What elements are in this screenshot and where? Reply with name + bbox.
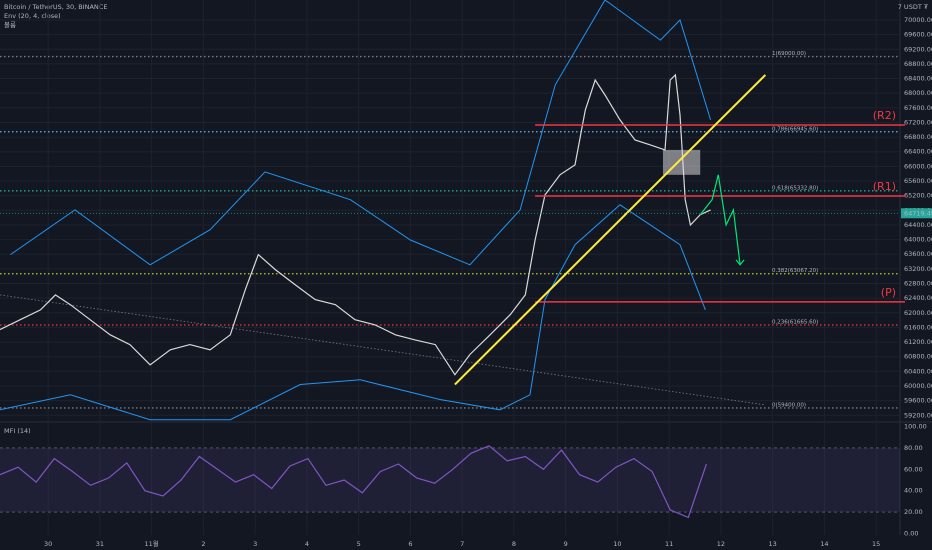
y-tick-label: 60400.00 — [904, 367, 932, 375]
fib-label: 0.382(63067.20) — [772, 268, 818, 274]
mfi-tick-label: 40.00 — [904, 487, 923, 495]
projection-arrow — [735, 259, 745, 266]
x-tick-label: 13 — [769, 540, 777, 548]
x-tick-label: 14 — [820, 540, 828, 548]
y-tick-label: 67200.00 — [904, 118, 932, 126]
y-tick-label: 69200.00 — [904, 45, 932, 53]
y-tick-label: 64000.00 — [904, 236, 932, 244]
x-tick-label: 9 — [564, 540, 568, 548]
descending-line — [0, 294, 764, 406]
y-tick-label: 59600.00 — [904, 397, 932, 405]
projection — [699, 174, 741, 265]
x-tick-label: 7 — [460, 540, 464, 548]
x-tick-label: 15 — [872, 540, 880, 548]
x-tick-label: 2 — [201, 540, 205, 548]
y-tick-label: 68000.00 — [904, 89, 932, 97]
fib-label: 0.618(65332.80) — [772, 185, 818, 191]
y-tick-label: 68800.00 — [904, 60, 932, 68]
y-tick-label: 63200.00 — [904, 265, 932, 273]
x-tick-label: 11월 — [145, 539, 159, 548]
series-line — [10, 0, 712, 266]
x-tick-label: 11 — [665, 540, 673, 548]
mfi-title: MFI (14) — [4, 427, 31, 435]
fib-label: 1(69000.00) — [772, 51, 806, 57]
last-price-tag — [901, 208, 932, 219]
y-tick-label: 59200.00 — [904, 411, 932, 419]
y-tick-label: 63600.00 — [904, 250, 932, 258]
indicator: Env (20, 4, close) — [4, 12, 61, 20]
y-tick-label: 66400.00 — [904, 148, 932, 156]
x-tick-label: 3 — [253, 540, 257, 548]
x-tick-label: 10 — [613, 540, 621, 548]
volume-label: 볼륨 — [4, 20, 16, 29]
x-tick-label: 5 — [357, 540, 361, 548]
y-tick-label: 70000.00 — [904, 16, 932, 24]
mfi-tick-label: 80.00 — [904, 444, 923, 452]
mfi-tick-label: 20.00 — [904, 508, 923, 516]
y-tick-label: 67600.00 — [904, 104, 932, 112]
y-tick-label: 60800.00 — [904, 353, 932, 361]
fib-label: 0.786(66945.60) — [772, 126, 818, 132]
level-label: (P) — [881, 286, 896, 299]
fib-label: 0(59400.00) — [772, 402, 806, 408]
y-tick-label: 61600.00 — [904, 323, 932, 331]
y-tick-label: 61200.00 — [904, 338, 932, 346]
y-tick-label: 62400.00 — [904, 294, 932, 302]
currency: 7 USDT ₮ — [898, 3, 929, 11]
y-tick-label: 60000.00 — [904, 382, 932, 390]
y-tick-label: 66000.00 — [904, 162, 932, 170]
y-tick-label: 65600.00 — [904, 177, 932, 185]
y-tick-label: 62000.00 — [904, 309, 932, 317]
x-tick-label: 6 — [408, 540, 412, 548]
mfi-tick-label: 100.00 — [904, 423, 927, 431]
fib-label: 0.236(61665.60) — [772, 320, 818, 326]
y-tick-label: 69600.00 — [904, 31, 932, 39]
x-tick-label: 31 — [96, 540, 104, 548]
x-tick-label: 30 — [44, 540, 52, 548]
series-line — [0, 73, 711, 376]
y-tick-label: 66800.00 — [904, 133, 932, 141]
x-tick-label: 12 — [717, 540, 725, 548]
last-price-label: 64719.49 — [904, 209, 932, 217]
x-tick-label: 4 — [305, 540, 309, 548]
series-line — [0, 204, 706, 421]
y-tick-label: 62800.00 — [904, 280, 932, 288]
level-label: (R1) — [873, 180, 896, 193]
y-tick-label: 68400.00 — [904, 75, 932, 83]
mfi-tick-label: 60.00 — [904, 465, 923, 473]
trendline — [454, 74, 767, 386]
level-label: (R2) — [873, 109, 896, 122]
mfi-tick-label: 0.00 — [904, 529, 918, 537]
y-tick-label: 65200.00 — [904, 192, 932, 200]
series-line — [0, 445, 707, 519]
y-tick-label: 64400.00 — [904, 221, 932, 229]
x-tick-label: 8 — [512, 540, 516, 548]
symbol: Bitcoin / TetherUS, 30, BINANCE — [4, 3, 107, 11]
mfi-band — [0, 447, 900, 513]
